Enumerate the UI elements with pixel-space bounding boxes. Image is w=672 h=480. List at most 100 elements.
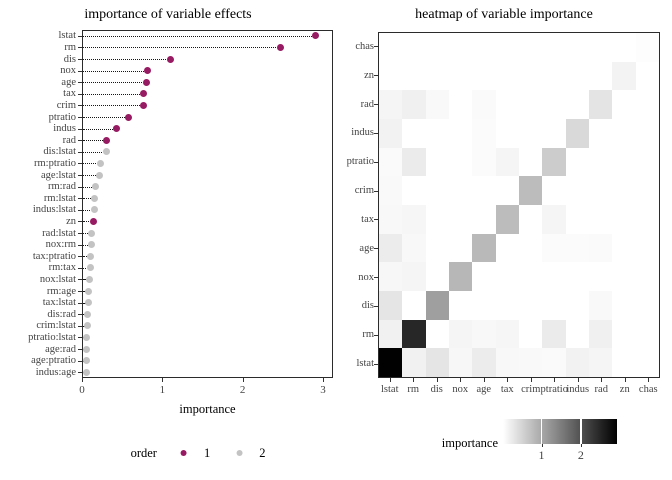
dot-guide-line <box>83 117 125 118</box>
heatmap-cell-chas:ptratio <box>542 33 566 62</box>
heatmap-y-tick <box>374 190 378 192</box>
heatmap-cell-rm:indus <box>565 319 589 349</box>
heatmap-cell-rad:lstat <box>379 90 403 119</box>
heatmap-x-tick <box>389 378 391 382</box>
heatmap-cell-zn:lstat <box>379 61 403 91</box>
heatmap-cell-rm:rm <box>402 319 426 349</box>
heatmap-x-tick <box>601 378 603 382</box>
dot-tax:lstat <box>84 299 92 307</box>
heatmap-x-tick <box>530 378 532 382</box>
dot-age <box>142 78 150 86</box>
heatmap-cell-lstat:rad <box>589 348 613 377</box>
heatmap-cell-nox:lstat <box>379 262 403 291</box>
dotplot-y-tick <box>78 244 82 246</box>
heatmap-y-tick <box>374 277 378 279</box>
heatmap-cell-tax:tax <box>495 204 519 234</box>
dotplot-y-label-rad:lstat: rad:lstat <box>42 227 76 239</box>
colorbar-tick-label-2: 2 <box>577 448 584 462</box>
dotplot-y-tick <box>78 186 82 188</box>
heatmap-col-label-indus: indus <box>566 384 590 395</box>
dot-crim <box>140 101 148 109</box>
dot-guide-line <box>83 233 88 234</box>
dot-dis:lstat <box>102 148 110 156</box>
heatmap-row-label-rm: rm <box>362 329 374 341</box>
dotplot-y-label-crim: crim <box>56 99 76 111</box>
dot-guide-line <box>83 140 103 142</box>
heatmap-cell-rad:rm <box>402 90 426 119</box>
heatmap-cell-tax:ptratio <box>542 204 566 234</box>
heatmap-cell-crim:rad <box>589 176 613 205</box>
dotplot-y-tick <box>78 279 82 281</box>
heatmap-cell-ptratio:nox <box>449 147 473 177</box>
heatmap-cell-ptratio:crim <box>519 147 543 177</box>
dotplot-y-tick <box>78 93 82 95</box>
dotplot-x-tick-label-0: 0 <box>79 384 85 396</box>
dot-guide-line <box>83 175 96 176</box>
heatmap-cell-tax:zn <box>612 204 636 234</box>
dot-guide-line <box>83 302 85 304</box>
dot-guide-line <box>83 267 87 269</box>
heatmap-col-label-lstat: lstat <box>381 384 399 395</box>
heatmap-cell-nox:zn <box>612 262 636 291</box>
dot-rad <box>103 136 111 144</box>
heatmap-y-tick <box>374 104 378 106</box>
heatmap-x-tick <box>507 378 509 382</box>
heatmap-cell-ptratio:rm <box>402 147 426 177</box>
colorbar-tick-stub-2 <box>580 444 582 447</box>
dot-guide-line <box>83 93 140 95</box>
heatmap-cell-tax:chas <box>635 204 659 234</box>
heatmap-col-label-ptratio: ptratio <box>540 384 568 395</box>
colorbar-tick-label-1: 1 <box>538 448 545 462</box>
dotplot-x-tick-label-3: 3 <box>320 384 326 396</box>
heatmap-cell-rad:nox <box>449 90 473 119</box>
dotplot-y-label-zn: zn <box>66 215 76 227</box>
heatmap-cell-nox:age <box>472 262 496 291</box>
dot-age:lstat <box>96 171 104 179</box>
heatmap-cell-age:tax <box>495 233 519 263</box>
dot-rm:ptratio <box>96 159 104 167</box>
heatmap-cell-rm:age <box>472 319 496 349</box>
heatmap-cell-lstat:rm <box>402 348 426 377</box>
heatmap-cell-tax:rm <box>402 204 426 234</box>
heatmap-cell-zn:tax <box>495 61 519 91</box>
heatmap-col-label-dis: dis <box>430 384 443 395</box>
heatmap-col-label-rad: rad <box>594 384 608 395</box>
heatmap-cell-chas:rad <box>589 33 613 62</box>
heatmap-cell-dis:tax <box>495 290 519 320</box>
heatmap-cell-rm:lstat <box>379 319 403 349</box>
heatmap-cell-crim:rm <box>402 176 426 205</box>
heatmap-cell-ptratio:ptratio <box>542 147 566 177</box>
heatmap-cell-rad:dis <box>425 90 449 119</box>
heatmap-cell-rm:tax <box>495 319 519 349</box>
heatmap-row-label-chas: chas <box>355 40 374 52</box>
dot-guide-line <box>83 47 277 49</box>
heatmap-cell-dis:lstat <box>379 290 403 320</box>
dotplot-y-tick <box>78 128 82 130</box>
dot-guide-line <box>83 186 92 188</box>
heatmap-cell-nox:rad <box>589 262 613 291</box>
heatmap-y-tick <box>374 46 378 48</box>
heatmap-cell-zn:zn <box>612 61 636 91</box>
heatmap-title: heatmap of variable importance <box>415 7 593 22</box>
heatmap-row-label-indus: indus <box>351 127 374 139</box>
dot-ptratio <box>125 113 133 121</box>
heatmap-cell-chas:lstat <box>379 33 403 62</box>
order-legend-label-1: 1 <box>203 445 211 460</box>
heatmap-cell-indus:indus <box>565 118 589 148</box>
dotplot-y-tick <box>78 35 82 37</box>
heatmap-cell-rm:crim <box>519 319 543 349</box>
dotplot-y-tick <box>78 70 82 72</box>
dot-age:rad <box>83 345 91 353</box>
heatmap-cell-indus:chas <box>635 118 659 148</box>
dotplot-x-tick <box>242 378 244 382</box>
heatmap-cell-lstat:chas <box>635 348 659 377</box>
dotplot-plot-area <box>82 30 333 378</box>
heatmap-cell-dis:chas <box>635 290 659 320</box>
order-legend-dot-1 <box>180 450 187 456</box>
dot-guide-line <box>83 256 87 258</box>
heatmap-cell-chas:nox <box>449 33 473 62</box>
heatmap-cell-indus:rad <box>589 118 613 148</box>
heatmap-cell-crim:ptratio <box>542 176 566 205</box>
heatmap-cell-age:crim <box>519 233 543 263</box>
